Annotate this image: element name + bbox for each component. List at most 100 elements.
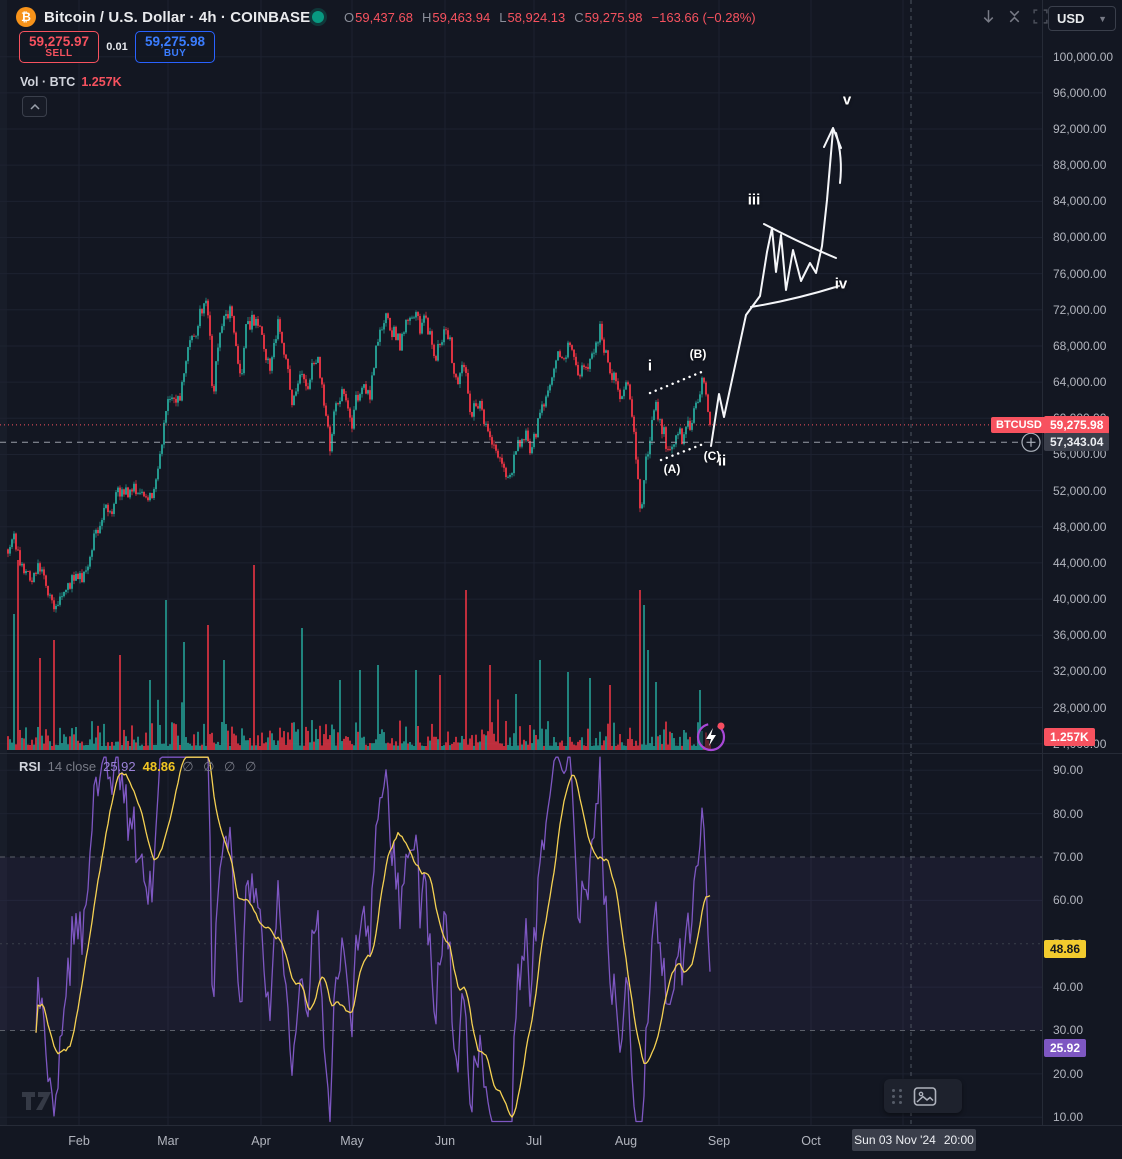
lightning-boost-icon[interactable] [696, 722, 726, 752]
crosshair-time: 20:00 [943, 1133, 974, 1147]
price-tick-label: 92,000.00 [1053, 122, 1107, 137]
rsi-tick-label: 30.00 [1053, 1023, 1084, 1038]
sell-label: SELL [45, 47, 73, 59]
rsi-ma-value: 48.86 [142, 759, 176, 774]
pane-separator[interactable] [0, 753, 1122, 754]
market-status-dot-icon[interactable] [312, 11, 324, 23]
month-tick-label: Oct [801, 1134, 821, 1148]
pane-controls [980, 8, 1049, 25]
wave-label-a[interactable]: (A) [663, 462, 681, 476]
currency-value: USD [1057, 11, 1085, 26]
month-tick-label: May [340, 1134, 364, 1148]
month-tick-label: Sep [707, 1134, 731, 1148]
rsi-name: RSI [19, 759, 41, 774]
price-tick-label: 36,000.00 [1053, 628, 1107, 643]
collapse-pane-icon[interactable] [1006, 8, 1023, 25]
spread-value: 0.01 [106, 41, 128, 53]
price-tick-label: 96,000.00 [1053, 85, 1107, 100]
month-tick-label: Feb [68, 1134, 90, 1148]
volume-value-chip: 1.257K [1044, 728, 1095, 746]
trade-panel: 59,275.97 SELL 0.01 59,275.98 BUY [19, 31, 215, 63]
rsi-tick-label: 10.00 [1053, 1110, 1084, 1125]
rsi-legend[interactable]: RSI 14 close 25.92 48.86 ∅ ∅ ∅ ∅ [19, 759, 259, 775]
wave-label-b[interactable]: (B) [689, 347, 707, 361]
buy-label: BUY [163, 47, 187, 59]
chevron-down-icon: ▼ [1098, 13, 1107, 24]
floating-toolbar [884, 1079, 962, 1113]
rsi-tick-label: 20.00 [1053, 1066, 1084, 1081]
price-axis-border [1042, 0, 1043, 1125]
rsi-empty-values: ∅ ∅ ∅ ∅ [182, 759, 260, 774]
price-tick-label: 76,000.00 [1053, 266, 1107, 281]
price-tick-label: 72,000.00 [1053, 302, 1107, 317]
ohlc-readout: O59,437.68 H59,463.94 L58,924.13 C59,275… [344, 10, 756, 25]
month-tick-label: Jul [526, 1134, 542, 1148]
maximize-pane-icon[interactable] [1032, 8, 1049, 25]
wave-label-c[interactable]: (C) [703, 449, 721, 463]
drag-handle-icon[interactable] [892, 1088, 903, 1104]
wave-label-iv[interactable]: iv [834, 275, 848, 293]
crosshair-date: Sun 03 Nov '24 [854, 1133, 936, 1147]
sell-button[interactable]: 59,275.97 SELL [19, 31, 99, 63]
price-tick-label: 44,000.00 [1053, 555, 1107, 570]
snapshot-image-icon[interactable] [913, 1086, 937, 1107]
month-tick-label: Mar [157, 1134, 179, 1148]
rsi-ma-chip: 48.86 [1044, 939, 1087, 958]
month-tick-label: Jun [434, 1134, 456, 1148]
price-tick-label: 84,000.00 [1053, 194, 1107, 209]
price-tick-label: 68,000.00 [1053, 338, 1107, 353]
volume-value: 1.257K [81, 75, 122, 89]
arrow-down-icon[interactable] [980, 8, 997, 25]
high-value: 59,463.94 [432, 10, 491, 25]
tradingview-logo[interactable] [20, 1086, 54, 1116]
month-tick-label: Apr [251, 1134, 271, 1148]
alert-price-chip: 57,343.04 [1044, 433, 1110, 452]
wave-label-i[interactable]: i [647, 357, 653, 375]
price-tick-label: 28,000.00 [1053, 700, 1107, 715]
rsi-value-chip: 25.92 [1044, 1039, 1087, 1058]
rsi-params: 14 close [47, 759, 97, 774]
open-label: O [344, 10, 355, 25]
chevron-up-button[interactable] [22, 96, 47, 117]
time-axis[interactable]: Sun 03 Nov '24 20:00 Feb Mar Apr May Jun Jul A… [0, 1125, 1122, 1159]
wave-label-iii[interactable]: iii [747, 191, 761, 209]
currency-dropdown[interactable]: USD ▼ [1048, 6, 1116, 31]
close-label: C [574, 10, 584, 25]
add-alert-plus-icon[interactable] [1021, 432, 1041, 452]
close-value: 59,275.98 [584, 10, 643, 25]
volume-indicator-legend: Vol · BTC 1.257K [20, 75, 122, 89]
low-value: 58,924.13 [507, 10, 566, 25]
price-tick-label: 80,000.00 [1053, 230, 1107, 245]
price-tick-label: 100,000.00 [1053, 49, 1114, 64]
month-tick-label: Aug [614, 1134, 638, 1148]
rsi-tick-label: 90.00 [1053, 763, 1084, 778]
symbol-price-tag: BTCUSD [991, 417, 1047, 433]
rsi-tick-label: 60.00 [1053, 893, 1084, 908]
buy-price: 59,275.98 [144, 33, 206, 49]
price-tick-label: 48,000.00 [1053, 519, 1107, 534]
low-label: L [499, 10, 507, 25]
rsi-tick-label: 80.00 [1053, 806, 1084, 821]
high-label: H [421, 10, 432, 25]
rsi-tick-label: 40.00 [1053, 980, 1084, 995]
buy-button[interactable]: 59,275.98 BUY [135, 31, 215, 63]
price-axis[interactable]: 100,000.00 96,000.00 92,000.00 88,000.00 84,… [1042, 0, 1122, 1125]
sell-price: 59,275.97 [28, 33, 90, 49]
symbol-title[interactable]: Bitcoin / U.S. Dollar · 4h · COINBASE [44, 8, 311, 26]
last-price-chip: 59,275.98 [1044, 415, 1110, 434]
price-tick-label: 88,000.00 [1053, 158, 1107, 173]
price-tick-label: 32,000.00 [1053, 664, 1107, 679]
rsi-value: 25.92 [103, 759, 136, 774]
wave-label-v[interactable]: v [842, 91, 852, 109]
chevron-up-icon [29, 103, 40, 110]
price-tick-label: 52,000.00 [1053, 483, 1107, 498]
open-value: 59,437.68 [355, 10, 413, 25]
rsi-tick-label: 70.00 [1053, 849, 1084, 864]
crosshair-date-label: Sun 03 Nov '24 20:00 [852, 1129, 976, 1151]
symbol-header: ₿ Bitcoin / U.S. Dollar · 4h · COINBASE [16, 7, 310, 27]
price-tick-label: 40,000.00 [1053, 592, 1107, 607]
bitcoin-logo-icon: ₿ [16, 7, 36, 27]
wave-label-ii[interactable]: ii [717, 452, 727, 470]
